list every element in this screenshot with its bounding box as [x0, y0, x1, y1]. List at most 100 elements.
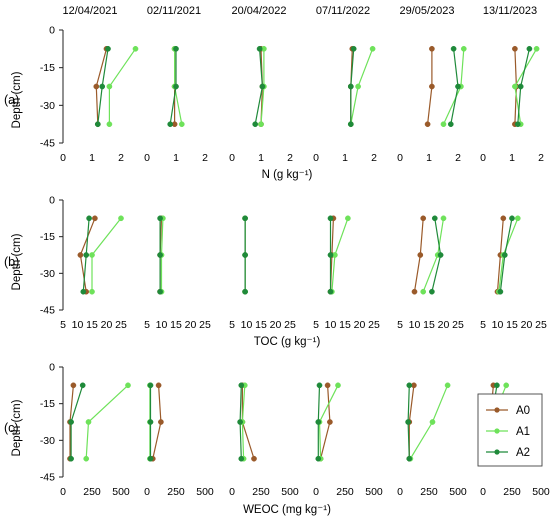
data-point-A2 — [157, 252, 163, 258]
data-point-A2 — [327, 215, 334, 222]
x-tick-label: 5 — [397, 319, 403, 331]
data-point-A2 — [327, 288, 334, 295]
y-tick-label: -30 — [40, 268, 55, 280]
y-tick-label: 0 — [49, 25, 55, 37]
x-tick-label: 20 — [438, 319, 450, 331]
x-tick-label: 15 — [86, 319, 98, 331]
x-tick-label: 250 — [83, 486, 101, 498]
data-point-A2 — [447, 121, 454, 128]
x-tick-label: 20 — [185, 319, 197, 331]
data-point-A1 — [512, 83, 518, 90]
x-tick-label: 0 — [397, 152, 403, 164]
data-point-A2 — [526, 45, 533, 52]
x-tick-label: 2 — [538, 152, 544, 164]
data-point-A2 — [242, 252, 248, 258]
data-point-A0 — [327, 419, 333, 425]
legend-label-A2: A2 — [516, 447, 530, 459]
data-point-A2 — [347, 121, 354, 128]
data-point-A1 — [106, 83, 113, 90]
data-point-A2 — [406, 455, 413, 462]
y-tick-label: -30 — [40, 100, 55, 112]
data-point-A2 — [501, 252, 508, 258]
x-tick-label: 10 — [156, 319, 168, 331]
date-header: 29/05/2023 — [399, 5, 454, 17]
subplot: 0 1 2 — [480, 45, 544, 164]
data-point-A1 — [369, 45, 376, 52]
data-point-A0 — [155, 382, 162, 389]
subplot: 0 1 2 — [144, 45, 208, 164]
data-point-A0 — [93, 83, 100, 90]
data-point-A1 — [444, 382, 451, 389]
data-point-A2 — [455, 83, 461, 90]
data-point-A2 — [256, 45, 263, 52]
subplot: 5 10 15 20 25 — [144, 215, 211, 331]
data-point-A0 — [70, 382, 77, 389]
x-tick-label: 20 — [270, 319, 282, 331]
data-point-A1 — [345, 215, 351, 222]
y-tick-label: -15 — [40, 231, 55, 243]
data-point-A2 — [167, 121, 174, 128]
x-tick-label: 0 — [229, 152, 235, 164]
legend-marker-A2 — [494, 449, 500, 455]
data-point-A0 — [417, 252, 424, 258]
data-point-A2 — [437, 252, 444, 258]
data-point-A2 — [327, 252, 334, 258]
data-point-A1 — [85, 419, 92, 425]
subplot: 5 10 15 20 25 — [229, 215, 296, 331]
data-point-A0 — [92, 215, 98, 222]
data-point-A0 — [324, 382, 331, 389]
data-point-A2 — [450, 45, 457, 52]
data-point-A2 — [517, 83, 524, 90]
x-tick-label: 0 — [480, 486, 486, 498]
x-tick-label: 25 — [284, 319, 296, 331]
data-point-A1 — [125, 382, 131, 389]
data-point-A0 — [429, 83, 435, 90]
x-tick-label: 500 — [112, 486, 130, 498]
subplot: 5 10 15 20 25 — [60, 215, 127, 331]
date-header: 07/11/2022 — [316, 5, 370, 17]
data-point-A1 — [503, 382, 510, 389]
data-point-A2 — [514, 121, 521, 128]
x-tick-label: 500 — [365, 486, 383, 498]
data-point-A2 — [494, 382, 500, 389]
data-point-A2 — [509, 215, 515, 222]
data-point-A2 — [316, 382, 323, 389]
x-tick-label: 2 — [118, 152, 124, 164]
data-point-A0 — [411, 288, 418, 295]
x-axis-title: TOC (g kg⁻¹) — [254, 336, 321, 348]
x-axis-title: WEOC (mg kg⁻¹) — [243, 504, 331, 516]
x-tick-label: 2 — [202, 152, 208, 164]
date-header: 20/04/2022 — [231, 5, 286, 17]
legend-label-A0: A0 — [516, 405, 530, 417]
subplot: 0 1 2 — [313, 45, 377, 164]
x-tick-label: 5 — [313, 319, 319, 331]
legend-marker-A1 — [494, 428, 500, 434]
date-header: 12/04/2021 — [62, 5, 117, 17]
x-tick-label: 5 — [480, 319, 486, 331]
subplot: 0 250 500 — [144, 382, 214, 498]
series-line-A1 — [108, 48, 136, 125]
x-tick-label: 15 — [423, 319, 435, 331]
x-tick-label: 0 — [144, 152, 150, 164]
x-tick-label: 20 — [354, 319, 366, 331]
x-tick-label: 250 — [420, 486, 438, 498]
x-tick-label: 25 — [199, 319, 211, 331]
data-point-A2 — [497, 288, 504, 295]
legend-box — [477, 393, 543, 467]
x-tick-label: 2 — [287, 152, 293, 164]
data-point-A2 — [315, 419, 322, 425]
y-axis-title: Depth (cm) — [11, 399, 23, 456]
x-tick-label: 2 — [371, 152, 377, 164]
x-tick-label: 10 — [72, 319, 84, 331]
data-point-A1 — [118, 215, 124, 222]
data-point-A2 — [429, 288, 435, 295]
x-tick-label: 10 — [241, 319, 253, 331]
data-point-A0 — [424, 121, 431, 128]
data-point-A2 — [347, 83, 354, 90]
data-point-A0 — [77, 252, 84, 258]
legend: A0 A1 A2 — [477, 393, 543, 467]
data-point-A2 — [242, 215, 248, 222]
data-point-A2 — [157, 215, 163, 222]
